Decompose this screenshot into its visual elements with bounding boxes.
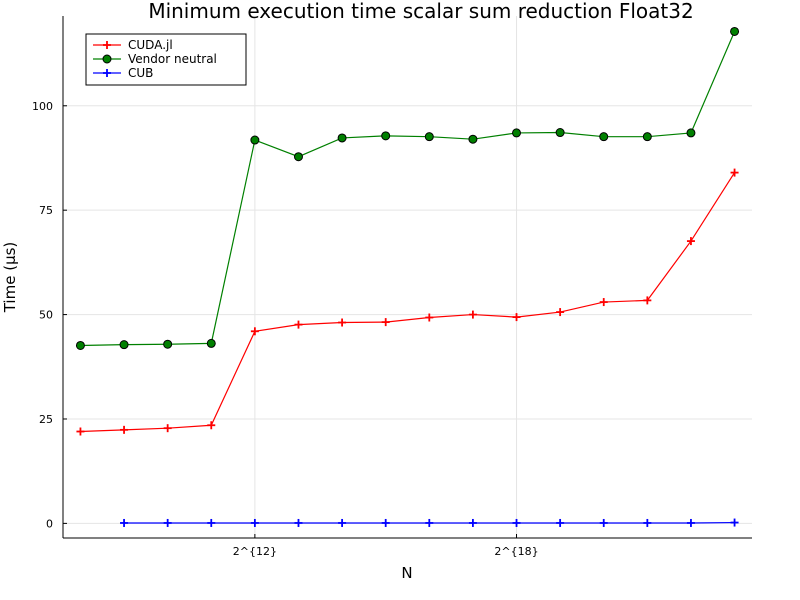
- data-point-vendor-neutral: [337, 133, 347, 143]
- legend-marker: [103, 69, 111, 77]
- data-point-cub: [163, 518, 172, 527]
- data-point-cub: [120, 518, 129, 527]
- data-point-cub: [556, 518, 565, 527]
- data-point-cuda-jl: [468, 310, 477, 319]
- legend-marker: [103, 41, 111, 49]
- series-line-cuda-jl: [80, 172, 736, 433]
- series-cub: [120, 518, 739, 527]
- data-point-cuda-jl: [163, 424, 172, 433]
- data-point-cub: [294, 518, 303, 527]
- data-point-cuda-jl: [730, 168, 739, 177]
- legend-label: Vendor neutral: [128, 52, 217, 66]
- legend-marker: [102, 54, 112, 64]
- data-point-cub: [599, 518, 608, 527]
- y-tick-label: 75: [39, 204, 53, 217]
- data-point-cuda-jl: [338, 318, 347, 327]
- series-line-vendor-neutral: [80, 31, 736, 347]
- data-point-cuda-jl: [381, 318, 390, 327]
- x-axis-label: N: [401, 564, 412, 582]
- data-point-cuda-jl: [556, 308, 565, 317]
- legend-label: CUB: [128, 66, 153, 80]
- data-point-vendor-neutral: [163, 339, 173, 349]
- data-point-vendor-neutral: [293, 152, 303, 162]
- data-point-vendor-neutral: [250, 135, 260, 145]
- y-tick-label: 50: [39, 309, 53, 322]
- series-cuda-jl: [76, 168, 739, 436]
- legend-entry-cub: CUB: [93, 66, 153, 80]
- legend-entry-vendor-neutral: Vendor neutral: [93, 52, 217, 66]
- data-point-vendor-neutral: [512, 128, 522, 138]
- legend-entry-cuda-jl: CUDA.jl: [93, 38, 173, 52]
- data-point-cub: [207, 518, 216, 527]
- data-point-cuda-jl: [425, 313, 434, 322]
- data-point-cuda-jl: [294, 320, 303, 329]
- x-tick-label: 2^{18}: [494, 545, 538, 558]
- data-point-cub: [250, 518, 259, 527]
- y-tick-label: 25: [39, 413, 53, 426]
- data-point-cuda-jl: [120, 425, 129, 434]
- data-point-cuda-jl: [686, 237, 695, 246]
- data-point-cub: [381, 518, 390, 527]
- data-point-cub: [512, 518, 521, 527]
- axes: 0 25 50 75 100 2^{12} 2^{18}: [32, 16, 752, 558]
- data-point-vendor-neutral: [119, 340, 129, 350]
- grid: [63, 16, 752, 538]
- data-point-cub: [730, 518, 739, 527]
- series-layer: [75, 26, 740, 527]
- data-point-cuda-jl: [599, 298, 608, 307]
- chart-title: Minimum execution time scalar sum reduct…: [148, 0, 693, 23]
- data-point-cub: [468, 518, 477, 527]
- data-point-cuda-jl: [512, 313, 521, 322]
- x-tick-label: 2^{12}: [233, 545, 277, 558]
- data-point-vendor-neutral: [642, 132, 652, 142]
- data-point-cub: [425, 518, 434, 527]
- data-point-vendor-neutral: [468, 134, 478, 144]
- data-point-cuda-jl: [643, 296, 652, 305]
- data-point-vendor-neutral: [555, 128, 565, 138]
- data-point-cuda-jl: [76, 427, 85, 436]
- y-tick-label: 0: [46, 517, 53, 530]
- data-point-vendor-neutral: [686, 128, 696, 138]
- data-point-cub: [686, 518, 695, 527]
- data-point-vendor-neutral: [730, 26, 740, 36]
- data-point-cuda-jl: [207, 421, 216, 430]
- legend-label: CUDA.jl: [128, 38, 173, 52]
- y-tick-label: 100: [32, 100, 53, 113]
- y-axis-label: Time (µs): [1, 242, 19, 314]
- data-point-vendor-neutral: [75, 340, 85, 350]
- data-point-cub: [338, 518, 347, 527]
- data-point-vendor-neutral: [381, 131, 391, 141]
- data-point-vendor-neutral: [599, 132, 609, 142]
- data-point-cub: [643, 518, 652, 527]
- data-point-cuda-jl: [250, 327, 259, 336]
- series-vendor-neutral: [75, 26, 740, 350]
- data-point-vendor-neutral: [424, 132, 434, 142]
- data-point-vendor-neutral: [206, 338, 216, 348]
